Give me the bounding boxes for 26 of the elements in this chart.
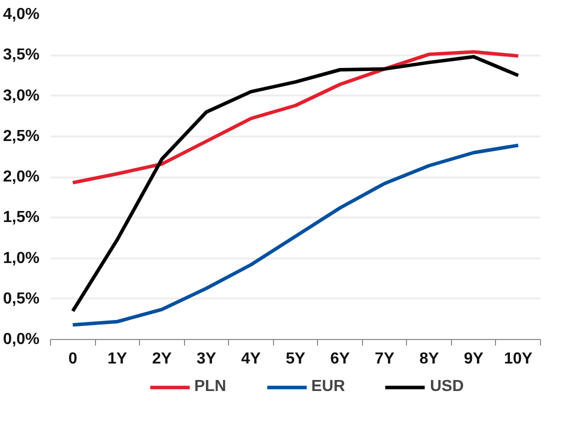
legend-label: PLN	[194, 378, 226, 396]
line-series	[71, 144, 520, 327]
y-tick-label: 3,5%	[3, 46, 40, 64]
y-tick-label: 0,0%	[3, 331, 40, 348]
y-tick-label: 0,5%	[3, 290, 40, 308]
y-tick-label: 1,0%	[3, 250, 40, 267]
y-tick-label: 2,5%	[3, 128, 40, 145]
x-tick-label: 5Y	[286, 350, 306, 368]
line-series	[71, 50, 520, 184]
y-tick-label: 4,0%	[3, 6, 40, 23]
x-tick-label: 3Y	[196, 350, 217, 368]
x-tick-label: 7Y	[374, 350, 395, 368]
x-tick-label: 9Y	[464, 350, 484, 368]
x-tick-label: 2Y	[152, 350, 172, 368]
line-series	[71, 55, 520, 313]
legend-label: USD	[430, 378, 464, 396]
x-tick-label: 1Y	[108, 350, 128, 368]
y-tick-label: 3,0%	[3, 87, 40, 104]
x-tick-label: 6Y	[330, 350, 350, 368]
x-tick-label: 8Y	[419, 350, 440, 368]
legend-label: EUR	[311, 378, 345, 396]
x-tick-label: 10Y	[504, 350, 533, 368]
y-tick-label: 1,5%	[3, 209, 40, 226]
y-tick-label: 2,0%	[3, 168, 40, 186]
x-tick-label: 4Y	[241, 350, 262, 368]
x-tick-label: 0	[68, 350, 78, 368]
